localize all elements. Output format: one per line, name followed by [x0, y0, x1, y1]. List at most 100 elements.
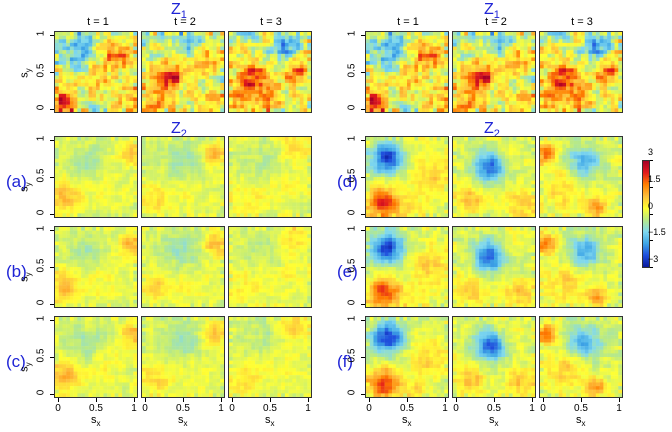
- heatmap-cell: [96, 303, 100, 307]
- heatmap-cell: [168, 57, 173, 62]
- heatmap-cell: [460, 57, 465, 62]
- heatmap-cell: [384, 158, 389, 163]
- heatmap-cell: [77, 230, 82, 235]
- heatmap-cell: [55, 140, 59, 145]
- heatmap-cell: [373, 86, 378, 91]
- heatmap-cell: [62, 256, 67, 260]
- heatmap-cell: [55, 342, 59, 347]
- heatmap-cell: [373, 147, 378, 152]
- heatmap-cell: [171, 61, 176, 65]
- heatmap-cell: [66, 389, 71, 394]
- heatmap-cell: [494, 108, 498, 112]
- heatmap-cell: [55, 267, 59, 271]
- heatmap-cell: [92, 364, 97, 369]
- left-z1-t1-panel-heatmap: [55, 32, 137, 112]
- heatmap-cell: [118, 296, 123, 300]
- heatmap-cell: [164, 50, 169, 54]
- heatmap-cell: [149, 68, 154, 73]
- heatmap-cell: [99, 68, 104, 73]
- heatmap-cell: [205, 79, 210, 84]
- heatmap-cell: [84, 101, 89, 105]
- heatmap-cell: [114, 86, 119, 91]
- heatmap-cell: [380, 270, 385, 275]
- heatmap-cell: [475, 57, 480, 62]
- heatmap-cell: [55, 151, 59, 156]
- heatmap-cell: [55, 162, 59, 167]
- heatmap-cell: [418, 39, 423, 44]
- heatmap-cell: [179, 57, 184, 62]
- heatmap-cell: [395, 230, 400, 235]
- heatmap-cell: [425, 50, 430, 54]
- heatmap-cell: [395, 144, 400, 149]
- heatmap-cell: [501, 75, 506, 80]
- heatmap-cell: [205, 35, 210, 40]
- heatmap-cell: [69, 382, 74, 387]
- heatmap-cell: [62, 292, 67, 297]
- heatmap-cell: [96, 241, 100, 246]
- heatmap-cell: [425, 371, 430, 376]
- heatmap-cell: [103, 79, 108, 84]
- heatmap-cell: [110, 202, 115, 207]
- heatmap-cell: [384, 371, 389, 376]
- heatmap-cell: [403, 42, 408, 47]
- heatmap-cell: [421, 234, 426, 239]
- heatmap-cell: [69, 338, 74, 343]
- heatmap-cell: [436, 158, 441, 163]
- heatmap-cell: [69, 367, 74, 372]
- heatmap-cell: [186, 68, 191, 73]
- heatmap-cell: [366, 64, 370, 69]
- heatmap-cell: [103, 151, 108, 156]
- heatmap-cell: [96, 144, 100, 149]
- heatmap-cell: [395, 32, 400, 36]
- heatmap-cell: [505, 61, 510, 65]
- heatmap-cell: [142, 32, 146, 36]
- heatmap-cell: [197, 57, 202, 62]
- heatmap-cell: [110, 166, 115, 170]
- heatmap-cell: [512, 57, 517, 62]
- heatmap-cell: [410, 375, 415, 379]
- heatmap-cell: [110, 338, 115, 343]
- heatmap-cell: [369, 104, 374, 109]
- heatmap-cell: [421, 209, 426, 214]
- heatmap-cell: [516, 72, 521, 76]
- heatmap-cell: [486, 72, 491, 76]
- heatmap-cell: [475, 68, 480, 73]
- heatmap-cell: [73, 75, 78, 80]
- heatmap-cell: [133, 296, 137, 300]
- heatmap-cell: [392, 162, 397, 167]
- heatmap-cell: [421, 97, 426, 102]
- heatmap-cell: [114, 274, 119, 279]
- heatmap-cell: [380, 227, 385, 231]
- heatmap-cell: [96, 32, 100, 36]
- heatmap-cell: [186, 50, 191, 54]
- heatmap-cell: [84, 140, 89, 145]
- heatmap-cell: [414, 303, 419, 307]
- heatmap-cell: [436, 187, 441, 192]
- heatmap-cell: [164, 42, 169, 47]
- heatmap-cell: [197, 93, 202, 98]
- heatmap-cell: [58, 256, 63, 260]
- heatmap-cell: [66, 331, 71, 336]
- heatmap-cell: [418, 79, 423, 84]
- heatmap-cell: [392, 46, 397, 51]
- heatmap-cell: [421, 353, 426, 358]
- heatmap-cell: [433, 382, 438, 387]
- heatmap-cell: [494, 82, 498, 87]
- heatmap-cell: [107, 353, 112, 358]
- heatmap-cell: [62, 274, 67, 279]
- heatmap-cell: [118, 227, 123, 231]
- heatmap-cell: [436, 386, 441, 390]
- heatmap-cell: [145, 147, 150, 152]
- heatmap-cell: [527, 57, 532, 62]
- heatmap-cell: [107, 180, 112, 185]
- heatmap-cell: [425, 72, 430, 76]
- heatmap-cell: [414, 357, 419, 361]
- heatmap-cell: [403, 195, 408, 199]
- heatmap-cell: [118, 274, 123, 279]
- heatmap-cell: [110, 327, 115, 332]
- heatmap-cell: [84, 202, 89, 207]
- heatmap-cell: [73, 90, 78, 94]
- heatmap-cell: [220, 82, 224, 87]
- heatmap-cell: [414, 39, 419, 44]
- heatmap-cell: [410, 140, 415, 145]
